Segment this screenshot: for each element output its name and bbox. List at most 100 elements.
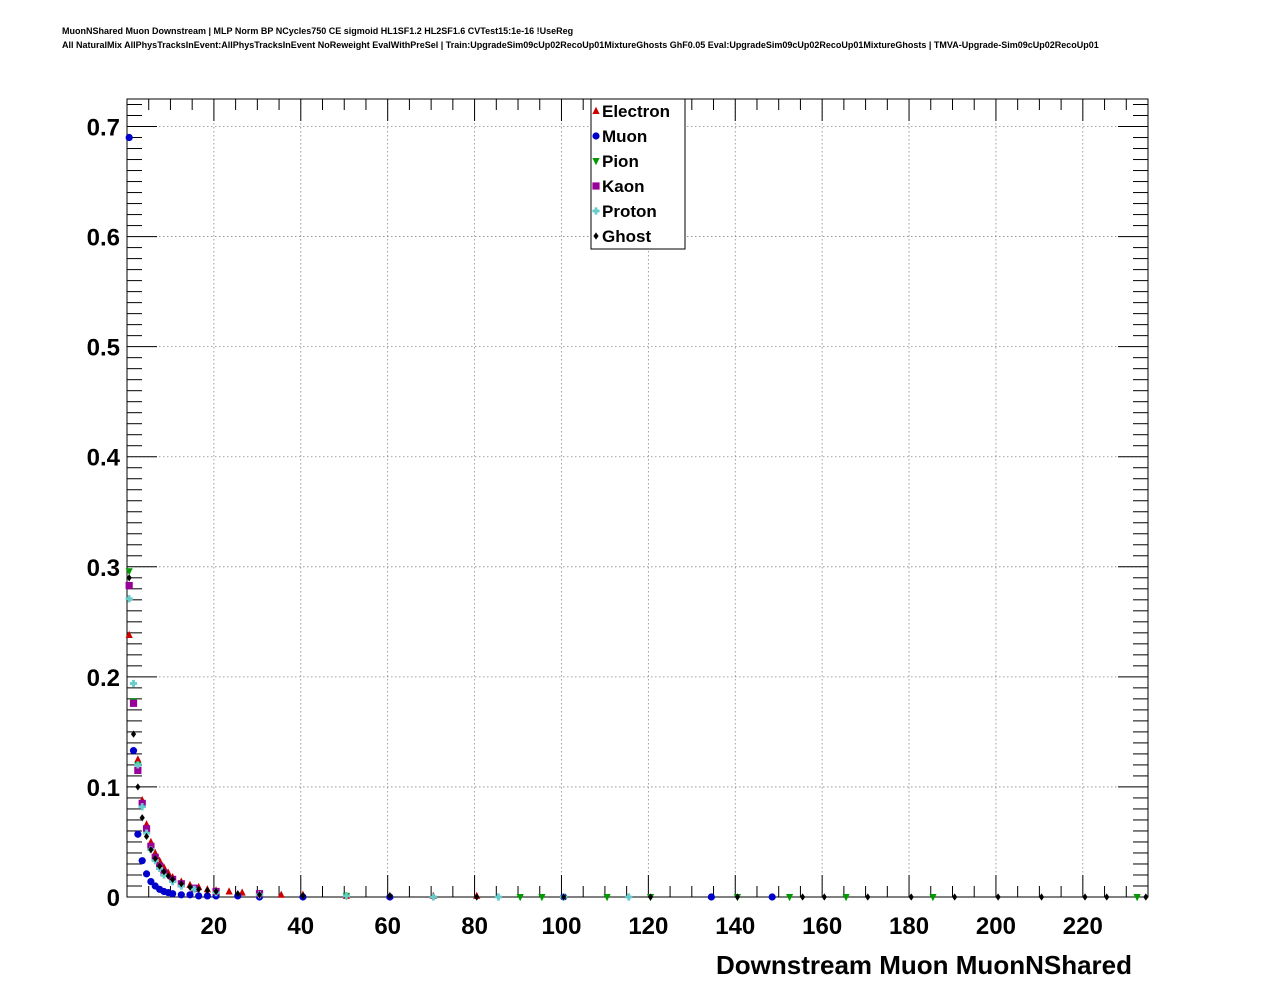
- y-tick-label: 0.5: [87, 335, 120, 362]
- legend-label-ghost: Ghost: [602, 227, 651, 246]
- y-tick-label: 0.2: [87, 665, 120, 692]
- data-points: [125, 133, 1149, 902]
- legend-marker-muon: [592, 132, 600, 140]
- data-point-ghost: [387, 892, 393, 900]
- data-point-pion: [603, 894, 611, 902]
- data-point-ghost: [139, 814, 145, 822]
- data-point-proton: [129, 679, 138, 688]
- data-point-pion: [516, 894, 524, 902]
- data-point-ghost: [474, 893, 480, 901]
- series-proton: [125, 595, 633, 901]
- data-point-ghost: [1038, 893, 1045, 901]
- axes: 20 40 60 80 100 120 140 160 180 200 220 0 0.1 0.2 0.3 0…: [87, 98, 1149, 940]
- legend: Electron Muon Pion Kaon Proton Ghost: [590, 98, 686, 250]
- data-point-kaon: [129, 699, 138, 707]
- x-tick-label: 180: [889, 913, 929, 940]
- series-ghost: [126, 574, 1149, 901]
- data-point-ghost: [995, 893, 1001, 901]
- data-point-electron: [134, 755, 142, 763]
- data-point-ghost: [143, 832, 150, 841]
- data-point-ghost: [165, 872, 171, 880]
- data-point-ghost: [1082, 893, 1088, 901]
- data-point-muon: [768, 893, 776, 901]
- legend-marker-pion: [592, 158, 600, 166]
- data-point-pion: [929, 894, 937, 902]
- data-point-pion: [538, 894, 546, 902]
- data-point-ghost: [135, 783, 141, 791]
- data-point-proton: [138, 803, 146, 811]
- legend-label-proton: Proton: [602, 202, 657, 221]
- data-point-pion: [1133, 894, 1141, 902]
- data-point-muon: [169, 890, 177, 898]
- x-tick-label: 80: [461, 913, 488, 940]
- data-point-ghost: [908, 893, 914, 901]
- y-tick-label: 0.6: [87, 225, 120, 252]
- series-kaon: [125, 581, 264, 898]
- data-point-proton: [494, 893, 503, 901]
- data-point-muon: [186, 891, 194, 899]
- data-point-ghost: [1104, 893, 1110, 901]
- data-point-muon: [142, 870, 151, 878]
- data-point-ghost: [734, 893, 741, 901]
- data-point-kaon: [142, 825, 151, 833]
- legend-marker-ghost: [593, 232, 599, 240]
- x-tick-label: 160: [802, 913, 842, 940]
- data-point-muon: [203, 892, 211, 900]
- data-point-proton: [625, 893, 633, 901]
- x-tick-label: 20: [201, 913, 228, 940]
- data-point-proton: [125, 595, 133, 603]
- data-point-muon: [125, 133, 133, 142]
- data-point-pion: [125, 568, 133, 576]
- data-point-ghost: [821, 893, 827, 901]
- data-point-ghost: [148, 846, 154, 854]
- x-tick-label: 120: [628, 913, 668, 940]
- data-point-kaon: [134, 766, 142, 775]
- data-point-pion: [842, 894, 850, 902]
- data-point-electron: [277, 890, 285, 898]
- data-point-ghost: [300, 892, 306, 900]
- x-tick-label: 200: [976, 913, 1016, 940]
- data-point-ghost: [170, 875, 176, 883]
- series-pion: [125, 568, 1141, 902]
- y-tick-label: 0.7: [87, 115, 120, 142]
- data-point-ghost: [126, 574, 132, 582]
- legend-marker-electron: [592, 106, 600, 114]
- data-point-ghost: [152, 854, 158, 863]
- data-point-ghost: [156, 862, 163, 870]
- x-axis-title: Downstream Muon MuonNShared: [716, 950, 1132, 980]
- data-point-proton: [429, 893, 437, 901]
- y-tick-label: 0.4: [87, 445, 121, 472]
- data-point-muon: [147, 877, 155, 886]
- x-tick-label: 220: [1063, 913, 1103, 940]
- data-point-muon: [129, 747, 138, 755]
- data-point-electron: [225, 887, 233, 895]
- data-point-proton: [134, 761, 142, 769]
- data-point-muon: [177, 891, 185, 899]
- legend-label-kaon: Kaon: [602, 177, 645, 196]
- data-point-ghost: [865, 893, 871, 901]
- legend-marker-kaon: [592, 182, 600, 190]
- legend-label-electron: Electron: [602, 102, 670, 121]
- legend-marker-proton: [592, 207, 600, 215]
- x-tick-label: 100: [541, 913, 581, 940]
- data-point-muon: [195, 892, 203, 900]
- data-point-proton: [190, 885, 198, 893]
- data-point-ghost: [799, 893, 806, 901]
- y-tick-label: 0: [107, 885, 120, 912]
- legend-box: [590, 98, 686, 250]
- legend-label-muon: Muon: [602, 127, 647, 146]
- data-point-muon: [138, 857, 146, 865]
- data-point-ghost: [213, 887, 219, 896]
- data-point-kaon: [125, 581, 133, 590]
- x-tick-label: 40: [287, 913, 314, 940]
- data-point-ghost: [187, 883, 193, 891]
- legend-label-pion: Pion: [602, 152, 639, 171]
- y-tick-label: 0.1: [87, 775, 120, 802]
- data-point-ghost: [161, 868, 167, 876]
- data-point-ghost: [1143, 893, 1149, 901]
- data-point-muon: [134, 830, 142, 838]
- data-point-ghost: [561, 893, 567, 901]
- chart-title-line-2: All NaturalMix AllPhysTracksInEvent:AllP…: [62, 40, 1099, 50]
- x-tick-label: 140: [715, 913, 755, 940]
